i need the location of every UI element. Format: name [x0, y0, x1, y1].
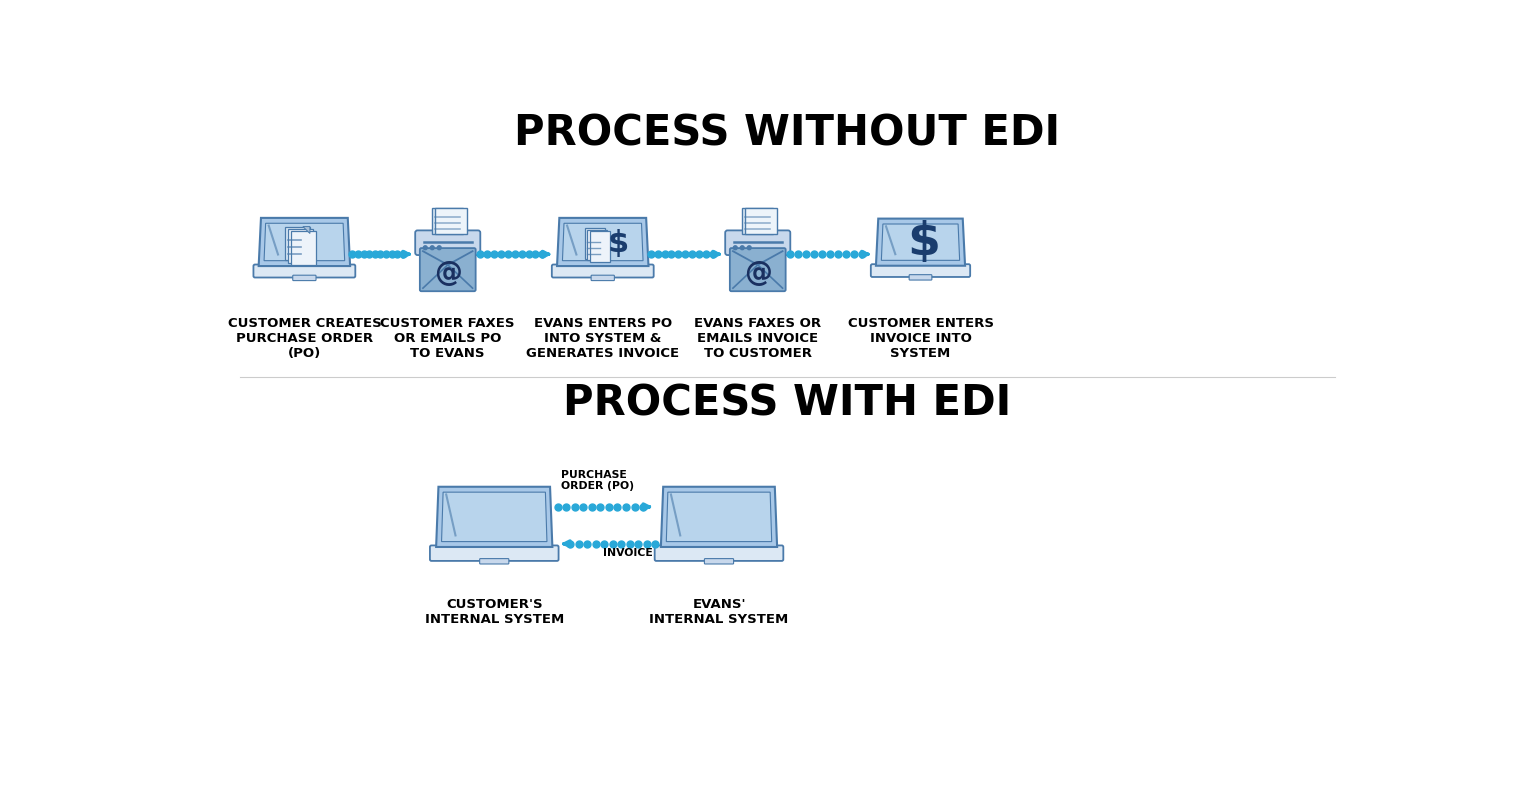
- Circle shape: [430, 245, 435, 249]
- FancyBboxPatch shape: [293, 275, 316, 281]
- FancyBboxPatch shape: [432, 207, 464, 234]
- FancyBboxPatch shape: [590, 231, 610, 262]
- FancyBboxPatch shape: [435, 207, 467, 234]
- FancyBboxPatch shape: [742, 207, 774, 234]
- Text: EVANS'
INTERNAL SYSTEM: EVANS' INTERNAL SYSTEM: [650, 598, 788, 626]
- Text: CUSTOMER ENTERS
INVOICE INTO
SYSTEM: CUSTOMER ENTERS INVOICE INTO SYSTEM: [848, 316, 994, 359]
- Text: EVANS ENTERS PO
INTO SYSTEM &
GENERATES INVOICE: EVANS ENTERS PO INTO SYSTEM & GENERATES …: [527, 316, 679, 359]
- Polygon shape: [264, 223, 344, 261]
- FancyBboxPatch shape: [909, 275, 932, 280]
- FancyBboxPatch shape: [430, 545, 559, 561]
- Circle shape: [733, 245, 737, 249]
- Polygon shape: [562, 223, 644, 261]
- Polygon shape: [303, 226, 310, 234]
- Polygon shape: [436, 487, 553, 547]
- FancyBboxPatch shape: [745, 207, 777, 234]
- Text: PROCESS WITH EDI: PROCESS WITH EDI: [564, 382, 1011, 424]
- FancyBboxPatch shape: [286, 226, 310, 261]
- FancyBboxPatch shape: [551, 265, 654, 277]
- FancyBboxPatch shape: [591, 275, 614, 281]
- Text: $: $: [608, 229, 628, 258]
- FancyBboxPatch shape: [705, 559, 734, 564]
- Text: PURCHASE
ORDER (PO): PURCHASE ORDER (PO): [561, 469, 634, 492]
- Polygon shape: [876, 218, 965, 265]
- FancyBboxPatch shape: [292, 231, 316, 265]
- Polygon shape: [558, 218, 648, 266]
- Circle shape: [748, 245, 751, 249]
- Circle shape: [438, 245, 441, 249]
- FancyBboxPatch shape: [725, 230, 791, 255]
- Text: @: @: [743, 259, 771, 287]
- FancyBboxPatch shape: [415, 230, 481, 255]
- Text: @: @: [433, 259, 462, 287]
- FancyBboxPatch shape: [289, 229, 313, 263]
- Text: $: $: [908, 220, 940, 265]
- Polygon shape: [660, 487, 777, 547]
- Text: CUSTOMER FAXES
OR EMAILS PO
TO EVANS: CUSTOMER FAXES OR EMAILS PO TO EVANS: [381, 316, 515, 359]
- Text: CUSTOMER CREATES
PURCHASE ORDER
(PO): CUSTOMER CREATES PURCHASE ORDER (PO): [227, 316, 381, 359]
- Text: EVANS FAXES OR
EMAILS INVOICE
TO CUSTOMER: EVANS FAXES OR EMAILS INVOICE TO CUSTOME…: [694, 316, 822, 359]
- Text: INVOICE: INVOICE: [602, 548, 653, 558]
- FancyBboxPatch shape: [419, 248, 476, 291]
- FancyBboxPatch shape: [654, 545, 783, 561]
- Polygon shape: [441, 493, 547, 542]
- Polygon shape: [882, 224, 960, 261]
- Polygon shape: [667, 493, 771, 542]
- Circle shape: [424, 245, 427, 249]
- Text: PROCESS WITHOUT EDI: PROCESS WITHOUT EDI: [515, 112, 1060, 155]
- Polygon shape: [258, 218, 350, 266]
- FancyBboxPatch shape: [730, 248, 785, 291]
- FancyBboxPatch shape: [587, 230, 607, 261]
- Circle shape: [740, 245, 743, 249]
- FancyBboxPatch shape: [253, 265, 355, 277]
- FancyBboxPatch shape: [585, 228, 605, 259]
- FancyBboxPatch shape: [479, 559, 508, 564]
- FancyBboxPatch shape: [871, 264, 971, 277]
- Text: CUSTOMER'S
INTERNAL SYSTEM: CUSTOMER'S INTERNAL SYSTEM: [424, 598, 564, 626]
